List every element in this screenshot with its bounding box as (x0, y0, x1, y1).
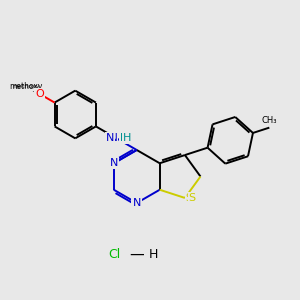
Text: N: N (110, 158, 118, 168)
Text: N: N (106, 133, 114, 143)
Text: methoxy: methoxy (9, 82, 43, 91)
Text: H: H (148, 248, 158, 261)
Text: N: N (110, 133, 118, 143)
Text: H: H (120, 133, 127, 143)
Text: O: O (35, 89, 44, 99)
Text: CH₃: CH₃ (262, 116, 277, 125)
Text: O: O (35, 89, 44, 99)
Text: S: S (185, 193, 192, 203)
Text: —: — (129, 247, 144, 262)
Text: H: H (123, 133, 131, 143)
Text: Cl: Cl (109, 248, 121, 261)
Text: S: S (189, 193, 196, 203)
Text: N: N (133, 198, 141, 208)
Text: N: N (110, 158, 118, 168)
Text: N: N (133, 198, 141, 208)
Text: methoxy: methoxy (12, 83, 40, 88)
